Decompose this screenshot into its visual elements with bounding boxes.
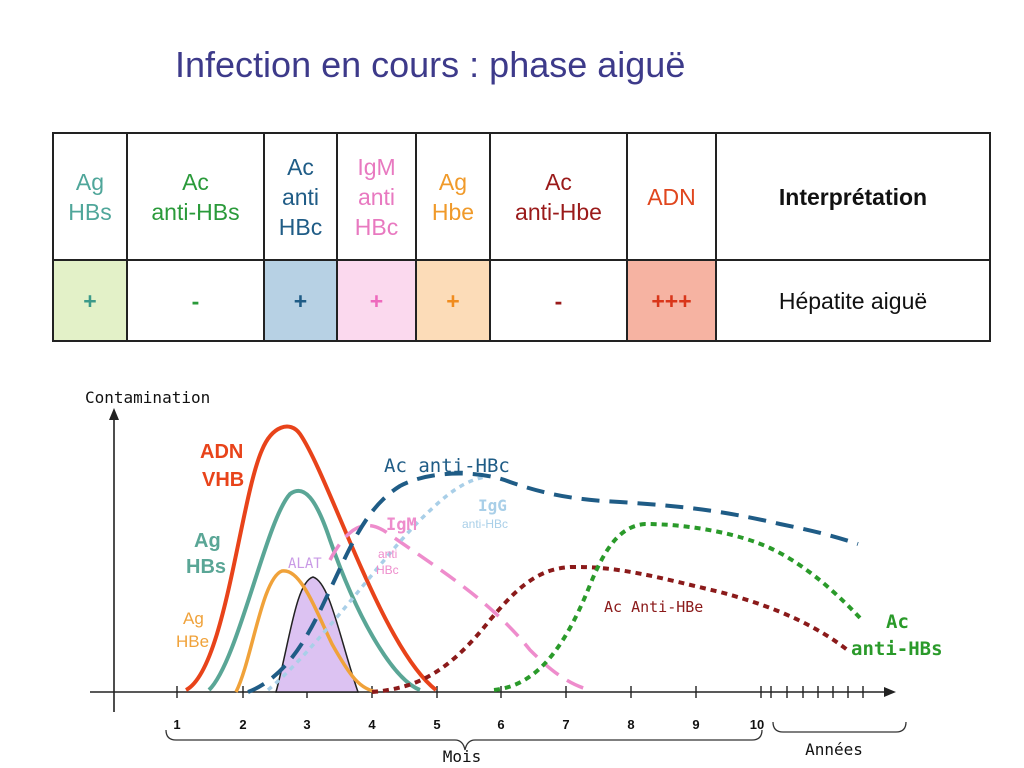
tick-label: 1 [173, 717, 180, 732]
header-adn: ADN [626, 132, 717, 261]
tick-label: 8 [627, 717, 634, 732]
label-adn: ADN [200, 441, 243, 463]
table-header-row: Ag HBs Ac anti-HBs Ac anti HBc IgM anti HBc Ag… [52, 132, 991, 261]
cell-ag-hbe: + [415, 259, 491, 342]
x-axis-arrow [884, 687, 896, 697]
header-ag-hbs: Ag HBs [52, 132, 128, 261]
header-ag-hbe: Ag Hbe [415, 132, 491, 261]
header-interpretation: Interprétation [715, 132, 991, 261]
label-ag-hbe-2: HBe [176, 632, 209, 651]
label-ag-hbe-1: Ag [183, 609, 204, 628]
cell-adn: +++ [626, 259, 717, 342]
tick-label: 9 [692, 717, 699, 732]
years-label: Années [805, 740, 863, 759]
header-ac-anti-hbc: Ac anti HBc [263, 132, 338, 261]
header-ac-anti-hbs: Ac anti-HBs [126, 132, 265, 261]
tick-label: 3 [303, 717, 310, 732]
ag-hbs-curve [207, 488, 421, 692]
label-igm-anti: anti [378, 547, 397, 561]
label-ac: Ac [886, 611, 909, 633]
label-igg-anti-hbc: anti-HBc [462, 517, 508, 531]
y-axis-label: Contamination [85, 388, 210, 407]
adn-vhb-curve [184, 424, 438, 692]
tick-label: 5 [433, 717, 440, 732]
header-igm-anti-hbc: IgM anti HBc [336, 132, 417, 261]
ac-anti-hbc-curve [247, 471, 859, 694]
tick-label: 10 [750, 717, 764, 732]
table-row: + - + + + - +++ Hépatite aiguë [52, 259, 991, 342]
label-ag: Ag [194, 530, 221, 552]
serology-table: Ag HBs Ac anti-HBs Ac anti HBc IgM anti HBc Ag… [52, 132, 991, 342]
label-igm-hbc: HBc [376, 563, 399, 577]
header-ac-anti-hbe: Ac anti-Hbe [489, 132, 628, 261]
months-label: Mois [443, 747, 482, 766]
cell-ac-anti-hbc: + [263, 259, 338, 342]
label-alat: ALAT [288, 556, 322, 572]
alat-curve [275, 576, 360, 693]
cell-interpretation: Hépatite aiguë [715, 259, 991, 342]
label-igg: IgG [478, 496, 507, 515]
cell-igm-anti-hbc: + [336, 259, 417, 342]
ac-anti-hbe-curve [371, 564, 852, 694]
year-ticks [770, 686, 864, 698]
igm-anti-hbc-curve [328, 523, 591, 692]
tick-label: 2 [239, 717, 246, 732]
tick-label: 6 [497, 717, 504, 732]
cell-ac-anti-hbe: - [489, 259, 628, 342]
label-ac-anti-hbc: Ac anti-HBc [384, 455, 510, 477]
tick-label: 4 [368, 717, 376, 732]
page-title: Infection en cours : phase aiguë [175, 44, 686, 85]
label-hbs: HBs [186, 556, 226, 578]
label-vhb: VHB [202, 469, 244, 491]
month-tick-labels: 1 2 3 4 5 6 7 8 9 10 [173, 717, 764, 732]
cell-ac-anti-hbs: - [126, 259, 265, 342]
igg-anti-hbc-curve [266, 474, 491, 692]
label-igm: IgM [386, 515, 417, 535]
months-brace [165, 729, 763, 751]
label-ac-anti-hbe: Ac Anti-HBe [604, 598, 703, 616]
ag-hbe-curve [234, 569, 379, 694]
curve-labels: ADN VHB Ag HBs Ag HBe ALAT Ac anti-HBc I… [176, 441, 943, 660]
label-anti-hbs: anti-HBs [851, 638, 943, 660]
y-axis-arrow [109, 408, 119, 420]
years-brace [772, 721, 907, 733]
cell-ag-hbs: + [52, 259, 128, 342]
ac-anti-hbs-curve [493, 521, 864, 692]
tick-label: 7 [562, 717, 569, 732]
